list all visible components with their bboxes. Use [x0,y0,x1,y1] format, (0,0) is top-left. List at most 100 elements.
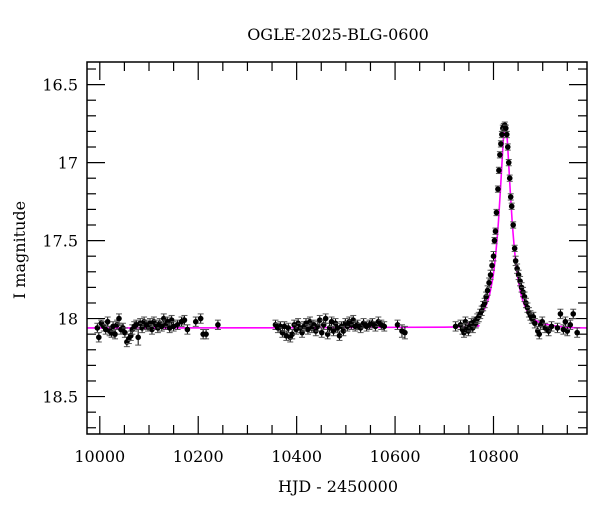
data-point [503,130,510,139]
data-point [508,202,515,210]
data-point [511,244,518,253]
data-point [567,319,574,330]
data-marker [486,279,492,286]
data-point [289,328,296,340]
data-point [554,322,561,334]
data-point [570,308,577,320]
data-point [497,140,504,148]
data-marker [149,326,155,333]
data-point [496,151,503,159]
y-tick-label: 18.5 [42,388,78,407]
data-marker [340,328,347,334]
data-marker [318,329,325,336]
data-point [197,313,204,324]
data-marker [215,322,221,328]
data-marker [181,317,188,323]
data-marker [506,175,513,182]
data-marker [499,131,505,138]
data-marker [490,253,497,259]
data-point [493,208,500,217]
data-point [504,143,511,151]
data-point [507,193,514,201]
data-marker [489,262,495,269]
data-marker [557,311,564,317]
data-marker [184,326,191,333]
data-marker [487,272,494,278]
data-marker [402,329,408,336]
data-marker [503,131,510,138]
data-point [486,277,493,288]
data-marker [381,323,388,330]
data-point [557,308,564,320]
data-marker [197,315,204,322]
data-marker [536,331,543,337]
data-marker [510,222,516,228]
plot-frame [86,61,588,435]
data-point [531,318,538,329]
data-point [192,316,199,327]
data-point [491,236,498,245]
data-marker [192,318,199,325]
x-axis-label: HJD - 2450000 [278,477,398,496]
data-point [492,227,499,235]
data-point [505,158,512,167]
data-marker [567,322,574,328]
data-point [316,314,323,326]
data-marker [496,167,502,174]
data-marker [497,152,503,158]
data-point [536,328,543,340]
data-point [115,313,122,324]
data-point [494,185,501,193]
data-marker [498,141,504,147]
data-point [490,251,497,262]
data-marker [316,317,323,323]
data-marker [511,245,518,252]
data-marker [452,323,459,330]
data-marker [554,325,561,331]
data-point [184,324,191,335]
y-tick-label: 16.5 [42,76,78,95]
x-tick-label: 10400 [271,447,322,466]
data-marker [491,237,498,244]
data-point [203,328,210,340]
axis-ticks [87,62,587,434]
data-point [394,319,401,330]
data-marker [508,203,515,210]
data-marker [548,323,555,330]
data-marker [96,334,102,341]
data-marker [322,315,329,322]
data-marker [512,258,519,264]
data-marker [502,125,509,132]
y-axis-label: I magnitude [10,201,29,299]
data-marker [574,329,580,336]
data-marker [570,311,577,317]
x-tick-label: 10200 [173,447,224,466]
data-point [401,325,408,340]
data-point [95,332,102,343]
data-marker [495,186,501,192]
data-point [574,327,581,338]
data-marker [507,194,514,200]
data-point [506,174,513,182]
data-marker [394,322,401,328]
data-point [121,327,128,338]
data-marker [336,332,343,339]
data-point [214,319,221,330]
data-marker [492,228,499,235]
data-marker [484,287,491,294]
y-tick-label: 17.5 [42,232,78,251]
data-marker [135,334,141,341]
data-marker [203,331,209,337]
x-tick-label: 10600 [370,447,421,466]
data-point [510,221,517,229]
data-marker [112,331,118,337]
data-marker [289,331,296,337]
data-point [170,321,177,332]
data-marker [116,315,122,322]
data-marker [493,209,500,216]
data-marker [532,320,538,327]
data-marker [504,144,511,150]
data-point [452,321,459,332]
data-marker [505,159,512,166]
